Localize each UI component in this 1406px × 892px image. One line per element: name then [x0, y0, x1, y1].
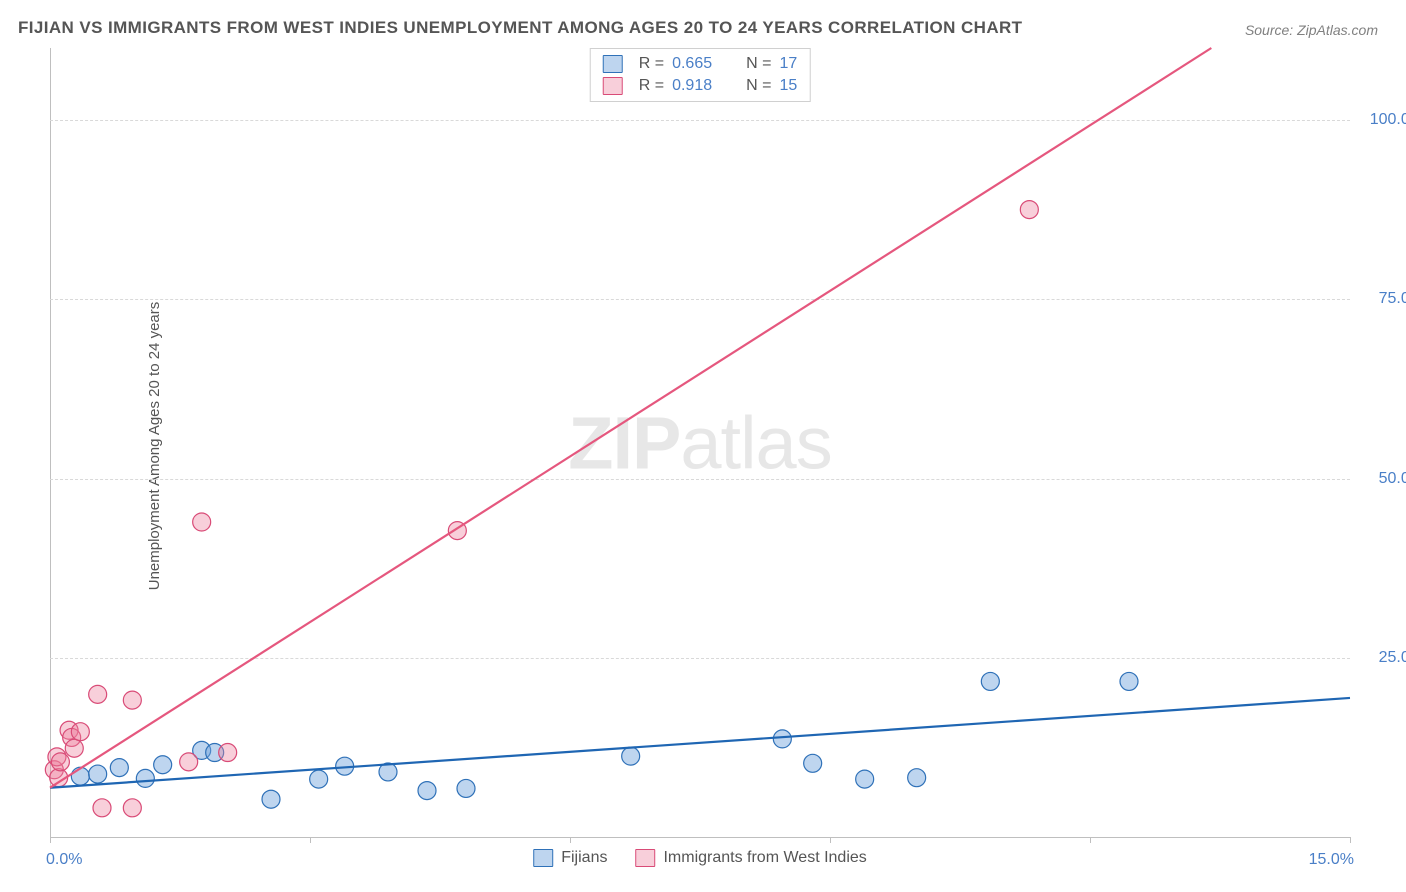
series-legend: Fijians Immigrants from West Indies	[533, 849, 867, 867]
data-point	[457, 779, 475, 797]
data-point	[71, 767, 89, 785]
legend-label-west-indies: Immigrants from West Indies	[663, 849, 866, 866]
data-point	[262, 790, 280, 808]
data-point	[219, 744, 237, 762]
legend-item-fijians: Fijians	[533, 849, 607, 867]
data-point	[908, 769, 926, 787]
y-tick-label: 75.0%	[1360, 290, 1406, 308]
x-tick	[1090, 837, 1091, 843]
y-tick-label: 25.0%	[1360, 649, 1406, 667]
data-point	[65, 739, 83, 757]
legend-item-west-indies: Immigrants from West Indies	[635, 849, 866, 867]
r-value-fijians: 0.665	[672, 55, 712, 73]
data-point	[89, 765, 107, 783]
data-point	[804, 754, 822, 772]
data-point	[418, 782, 436, 800]
swatch-fijians	[533, 849, 553, 867]
x-axis-min-label: 0.0%	[46, 851, 82, 869]
y-tick-label: 100.0%	[1360, 111, 1406, 129]
plot-area: ZIPatlas 25.0%50.0%75.0%100.0% 0.0% 15.0…	[50, 48, 1350, 838]
data-point	[123, 691, 141, 709]
y-tick-label: 50.0%	[1360, 470, 1406, 488]
n-prefix: N =	[746, 55, 771, 73]
x-tick	[50, 837, 51, 843]
data-point	[981, 672, 999, 690]
data-point	[123, 799, 141, 817]
correlation-row-west-indies: R = 0.918 N = 15	[603, 75, 798, 97]
regression-line	[50, 698, 1350, 788]
data-point	[1020, 201, 1038, 219]
scatter-plot-svg	[50, 48, 1350, 838]
data-point	[51, 753, 69, 771]
data-point	[71, 723, 89, 741]
chart-title: FIJIAN VS IMMIGRANTS FROM WEST INDIES UN…	[18, 18, 1022, 38]
x-axis-max-label: 15.0%	[1309, 851, 1354, 869]
data-point	[773, 730, 791, 748]
source-attribution: Source: ZipAtlas.com	[1245, 22, 1378, 38]
swatch-west-indies	[635, 849, 655, 867]
x-tick	[570, 837, 571, 843]
data-point	[856, 770, 874, 788]
r-prefix: R =	[639, 77, 664, 95]
data-point	[154, 756, 172, 774]
r-value-west-indies: 0.918	[672, 77, 712, 95]
correlation-legend: R = 0.665 N = 17 R = 0.918 N = 15	[590, 48, 811, 102]
x-tick	[310, 837, 311, 843]
x-tick	[830, 837, 831, 843]
data-point	[136, 769, 154, 787]
legend-label-fijians: Fijians	[561, 849, 607, 866]
x-tick	[1350, 837, 1351, 843]
regression-line	[50, 48, 1211, 788]
data-point	[310, 770, 328, 788]
data-point	[110, 759, 128, 777]
r-prefix: R =	[639, 55, 664, 73]
swatch-fijians	[603, 55, 623, 73]
data-point	[622, 747, 640, 765]
data-point	[93, 799, 111, 817]
correlation-row-fijians: R = 0.665 N = 17	[603, 53, 798, 75]
n-value-fijians: 17	[779, 55, 797, 73]
n-value-west-indies: 15	[779, 77, 797, 95]
data-point	[1120, 672, 1138, 690]
n-prefix: N =	[746, 77, 771, 95]
data-point	[89, 685, 107, 703]
data-point	[193, 513, 211, 531]
swatch-west-indies	[603, 77, 623, 95]
data-point	[180, 753, 198, 771]
